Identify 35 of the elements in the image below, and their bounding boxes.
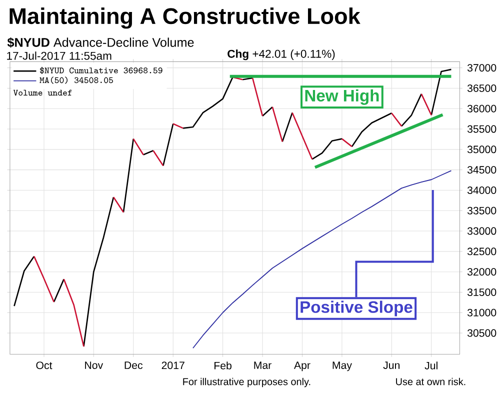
x-tick-label: Jul [424,362,438,370]
y-tick-label: 32500 [467,248,496,256]
legend-label: MA(50) 34508.05 [40,76,113,84]
y-tick-label: 31000 [467,308,496,316]
x-tick-label: Mar [254,362,272,369]
legend-label: $NYUD Cumulative 36968.59 [40,66,162,74]
text: 17-Jul-2017 11:55am [7,52,112,60]
y-tick-label: 37000 [467,64,496,72]
text: Use at own risk. [396,378,466,386]
y-tick-label: 36000 [467,104,496,112]
x-tick-label: Oct [36,362,52,370]
x-tick-label: 2017 [162,362,184,370]
chart-title: Maintaining A Constructive Look [10,8,360,29]
x-tick-label: Jun [383,362,400,369]
y-tick-label: 34000 [467,186,496,194]
y-tick-label: 30500 [467,329,496,337]
x-tick-label: Feb [214,362,232,370]
annotation: Volume undef [13,90,72,96]
chart-subtitle: $NYUD Advance-Decline Volume [7,37,194,48]
y-tick-label: 35500 [467,125,496,133]
x-tick-label: May [332,362,352,372]
annotation: Positive Slope [300,300,412,316]
y-tick-label: 34500 [467,166,496,174]
x-tick-label: Dec [124,362,143,369]
y-tick-label: 32000 [467,268,496,276]
y-tick-label: 33500 [467,206,496,214]
text: Chg +42.01 (+0.11%) [228,50,335,60]
x-tick-label: Apr [294,362,310,372]
y-tick-label: 35000 [467,146,496,154]
y-tick-label: 31500 [467,288,496,296]
text: For illustrative purposes only. [183,378,310,388]
y-tick-label: 36500 [467,84,496,92]
y-tick-label: 33000 [467,227,496,235]
x-tick-label: Nov [85,362,104,369]
annotation: New High [305,89,379,105]
